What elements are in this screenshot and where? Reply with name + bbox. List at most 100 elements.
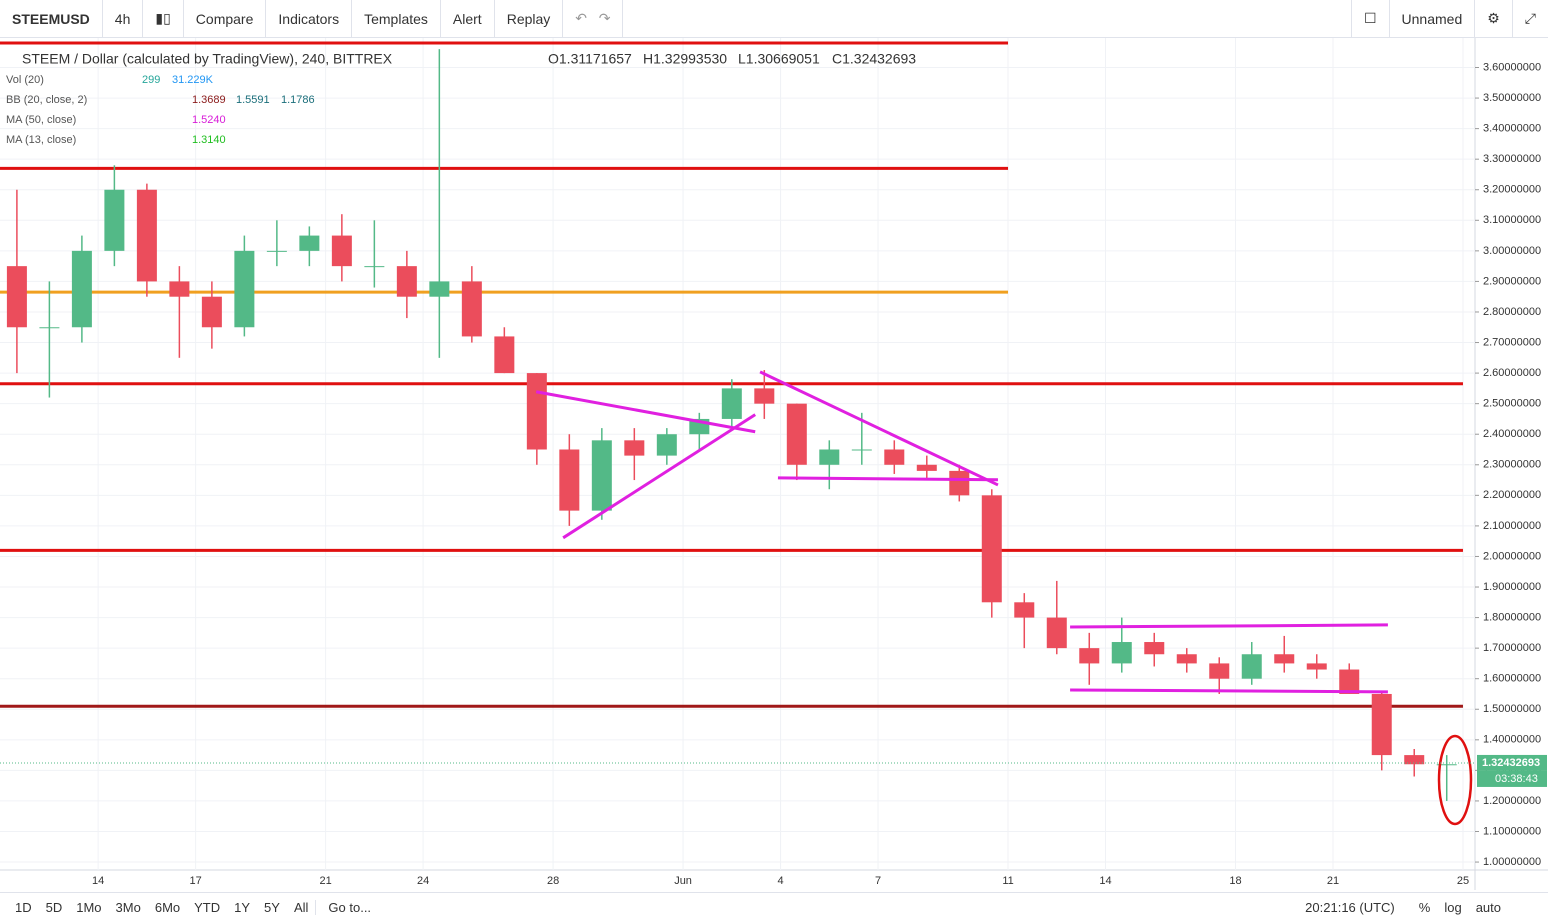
legend-title: STEEM / Dollar (calculated by TradingVie… [22, 51, 393, 67]
study-value: 1.5591 [236, 94, 270, 106]
range-button[interactable]: 1Mo [76, 900, 102, 915]
x-tick-label: 14 [92, 875, 104, 887]
candle-body [1111, 642, 1132, 664]
bottom-toolbar: 1D 5D 1Mo 3Mo 6Mo YTD 1Y 5Y All Go to... 20:21:16 … [0, 892, 1548, 922]
x-tick-label: 17 [190, 875, 202, 887]
range-button[interactable]: 3Mo [115, 900, 141, 915]
study-name: MA (13, close) [6, 134, 76, 146]
y-tick-label: 1.20000000 [1483, 795, 1541, 807]
chart: 1.000000001.100000001.200000001.30000000… [0, 38, 1548, 890]
candle-body [461, 281, 482, 337]
study-value: 1.5240 [192, 114, 226, 126]
percent-toggle[interactable]: % [1418, 900, 1431, 915]
range-button[interactable]: 5Y [264, 900, 280, 915]
candle-body [786, 403, 807, 465]
candle-body [981, 495, 1002, 603]
x-tick-label: 21 [1327, 875, 1339, 887]
candle-body [1144, 642, 1165, 655]
candle-body [1014, 602, 1035, 618]
legend: STEEM / Dollar (calculated by TradingVie… [6, 51, 916, 146]
study-name: BB (20, close, 2) [6, 94, 87, 106]
legend-ohlc: L1.30669051 [738, 51, 820, 67]
y-tick-label: 2.40000000 [1483, 428, 1541, 440]
candle-body [949, 470, 970, 496]
candle-body [884, 449, 905, 465]
y-tick-label: 3.40000000 [1483, 123, 1541, 135]
maximize[interactable]: ⤢ [1524, 10, 1536, 26]
y-tick-label: 3.60000000 [1483, 61, 1541, 73]
candle-body [754, 388, 775, 404]
candle-body [1046, 617, 1067, 649]
range-button[interactable]: 5D [45, 900, 63, 915]
range-button[interactable]: 6Mo [154, 900, 181, 915]
y-tick-label: 3.00000000 [1483, 245, 1541, 257]
y-tick-label: 3.20000000 [1483, 184, 1541, 196]
fullscreen-box[interactable]: ☐ [1350, 0, 1390, 37]
candle-body [526, 373, 547, 450]
legend-ohlc: H1.32993530 [643, 51, 727, 67]
trendline [562, 413, 757, 540]
candle-body [1241, 654, 1262, 679]
compare[interactable]: Compare [184, 0, 267, 37]
candle-body [624, 440, 645, 456]
range-button[interactable]: 1D [15, 900, 32, 915]
x-tick-label: Jun [674, 875, 692, 887]
candle-body [494, 336, 515, 374]
auto-toggle[interactable]: auto [1475, 900, 1501, 915]
goto[interactable]: Go to... [315, 900, 378, 915]
candle-body [916, 464, 937, 471]
x-tick-label: 7 [875, 875, 881, 887]
y-tick-label: 2.70000000 [1483, 336, 1541, 348]
candle-body [721, 388, 742, 419]
y-tick-label: 2.80000000 [1483, 306, 1541, 318]
alert[interactable]: Alert [441, 0, 495, 37]
range-button[interactable]: 1Y [234, 900, 251, 915]
candle-body [819, 449, 840, 465]
last-price-label: 1.32432693 [1482, 757, 1540, 769]
undo-redo[interactable]: ↶ ↷ [563, 0, 624, 37]
top-toolbar: STEEMUSD 4h ▮▯ Compare Indicators Templa… [0, 0, 1548, 38]
candle-body [234, 250, 255, 328]
candle-body [331, 235, 352, 267]
y-tick-label: 1.50000000 [1483, 703, 1541, 715]
log-toggle[interactable]: log [1444, 900, 1462, 915]
highlight-ellipse [1437, 734, 1473, 826]
templates[interactable]: Templates [352, 0, 441, 37]
symbol[interactable]: STEEMUSD [0, 0, 103, 37]
indicators[interactable]: Indicators [266, 0, 353, 37]
x-tick-label: 11 [1002, 875, 1013, 887]
legend-ohlc: C1.32432693 [832, 51, 916, 67]
range-button[interactable]: YTD [194, 900, 221, 915]
chart-style[interactable]: ▮▯ [143, 0, 184, 37]
x-tick-label: 25 [1457, 875, 1469, 887]
x-tick-label: 28 [547, 875, 559, 887]
candle-body [1274, 654, 1295, 664]
candle-body [1079, 648, 1100, 664]
interval[interactable]: 4h [103, 0, 144, 37]
y-tick-label: 1.10000000 [1483, 825, 1541, 837]
candle-body [1339, 669, 1360, 694]
candle-body [1404, 755, 1425, 765]
y-tick-label: 2.20000000 [1483, 489, 1541, 501]
layout-name[interactable]: Unnamed [1390, 0, 1476, 37]
y-tick-label: 2.10000000 [1483, 520, 1541, 532]
y-tick-label: 3.30000000 [1483, 153, 1541, 165]
last-price-box [1477, 754, 1547, 771]
y-tick-label: 2.90000000 [1483, 275, 1541, 287]
candle-body [201, 296, 222, 328]
candle-body [429, 281, 450, 297]
y-tick-label: 2.60000000 [1483, 367, 1541, 379]
replay[interactable]: Replay [495, 0, 564, 37]
range-button[interactable]: All [293, 900, 309, 915]
candle-body [71, 250, 92, 328]
trendline [1070, 623, 1388, 629]
settings[interactable]: ⚙ [1475, 0, 1513, 37]
x-tick-label: 24 [417, 875, 429, 887]
y-tick-label: 1.80000000 [1483, 611, 1541, 623]
candle-body [6, 266, 27, 328]
candle-body [169, 281, 190, 297]
y-tick-label: 1.70000000 [1483, 642, 1541, 654]
trendline [1070, 688, 1388, 694]
study-name: MA (50, close) [6, 114, 76, 126]
